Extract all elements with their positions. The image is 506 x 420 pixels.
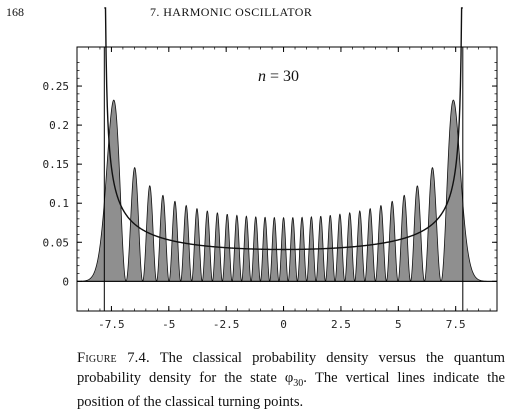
figure-caption: Figure 7.4. The classical probability de…	[77, 349, 505, 412]
figure-plot: 0 0.05 0.1 0.15 0.2 0.25 -7.5 -5 -2.5 0 2.5 5 7.5 n …	[43, 7, 498, 331]
y-tick-label: 0	[62, 275, 69, 288]
running-title: 7. HARMONIC OSCILLATOR	[150, 5, 313, 19]
y-tick-label: 0.25	[43, 80, 70, 93]
caption-symbol: φ	[284, 369, 294, 386]
caption-subscript: 30	[293, 377, 304, 389]
caption-text-2: . The vertical lines indicate the positi…	[77, 369, 505, 410]
caption-text-1: The classical probability density versus…	[77, 350, 505, 386]
x-tick-label: 7.5	[446, 318, 466, 331]
plot-area: 0 0.05 0.1 0.15 0.2 0.25 -7.5 -5 -2.5 0 2.5 5 7.5	[43, 7, 498, 331]
x-tick-label: 5	[395, 318, 402, 331]
x-tick-label: -7.5	[98, 318, 125, 331]
y-tick-label: 0.15	[43, 158, 70, 171]
x-tick-label: -2.5	[213, 318, 240, 331]
quantum-density-area	[76, 99, 497, 283]
page-number: 168	[6, 5, 24, 19]
x-tick-label: 2.5	[331, 318, 351, 331]
caption-label: Figure 7.4.	[77, 350, 150, 366]
y-tick-label: 0.2	[49, 119, 69, 132]
y-tick-label: 0.05	[43, 236, 70, 249]
x-tick-label: -5	[162, 318, 175, 331]
y-tick-label: 0.1	[49, 197, 69, 210]
plot-frame	[76, 46, 498, 312]
x-tick-label: 0	[280, 318, 287, 331]
classical-density-curve	[104, 7, 463, 251]
state-annotation: n = 30	[258, 68, 299, 85]
